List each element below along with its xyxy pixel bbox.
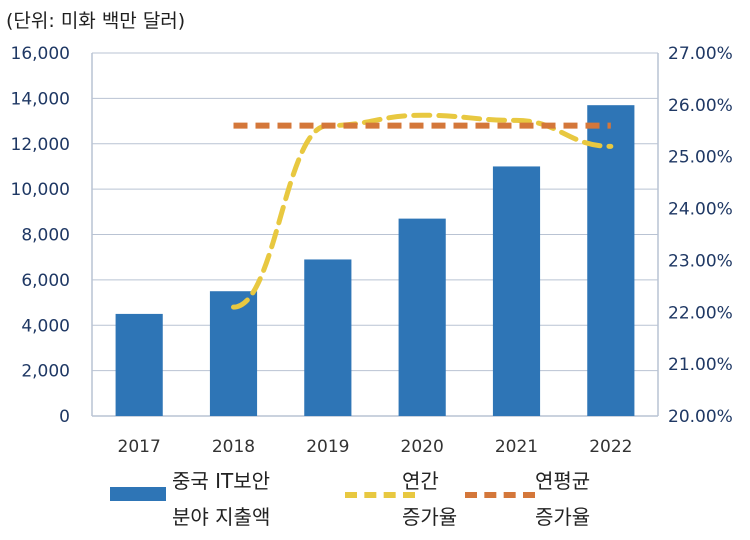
x-tick-label: 2019 (306, 437, 349, 457)
y-left-tick-label: 14,000 (11, 89, 70, 109)
legend-cagr-label: 연평균 증가율 (535, 463, 590, 535)
bar-2019 (304, 259, 352, 416)
y-left-tick-label: 6,000 (21, 271, 70, 291)
x-tick-label: 2022 (589, 437, 632, 457)
legend-annual-label-line2: 증가율 (402, 505, 458, 529)
y-left-tick-label: 8,000 (21, 226, 70, 246)
y-left-tick-label: 2,000 (21, 362, 70, 382)
y-right-tick-label: 23.00% (668, 251, 733, 271)
x-tick-label: 2017 (118, 437, 161, 457)
legend-cagr-swatch (465, 492, 535, 498)
legend-annual-swatch (345, 492, 415, 498)
y-right-tick-label: 22.00% (668, 303, 733, 323)
bar-2018 (209, 291, 258, 416)
y-left-tick-label: 16,000 (11, 44, 70, 64)
y-right-tick-label: 20.00% (668, 407, 733, 427)
legend-bar-label: 중국 IT보안 분야 지출액 (172, 463, 270, 535)
unit-label: (단위: 미화 백만 달러) (6, 10, 186, 32)
legend-bar-label-line1: 중국 IT보안 (172, 469, 271, 493)
y-right-tick-label: 27.00% (668, 44, 733, 64)
y-right-tick-label: 24.00% (668, 200, 733, 220)
bar-2017 (115, 313, 163, 416)
legend-annual-label: 연간 증가율 (402, 463, 457, 535)
y-right-tick-label: 26.00% (668, 96, 733, 116)
x-tick-label: 2020 (401, 437, 444, 457)
y-left-tick-label: 4,000 (21, 316, 70, 336)
y-left-tick-label: 0 (59, 407, 70, 427)
legend-annual-label-line1: 연간 (402, 469, 439, 493)
y-right-tick-label: 21.00% (668, 355, 733, 375)
bar-2020 (398, 218, 446, 416)
x-tick-label: 2018 (212, 437, 255, 457)
legend-bar-label-line2: 분야 지출액 (172, 505, 271, 529)
y-left-tick-label: 12,000 (11, 135, 70, 155)
bar-2021 (492, 166, 541, 416)
bar-2022 (587, 105, 635, 417)
y-left-tick-label: 10,000 (11, 180, 70, 200)
legend-cagr-label-line1: 연평균 (535, 469, 591, 493)
x-tick-label: 2021 (495, 437, 538, 457)
legend-bar-swatch (110, 487, 166, 501)
y-right-tick-label: 25.00% (668, 148, 733, 168)
legend-cagr-label-line2: 증가율 (535, 505, 591, 529)
